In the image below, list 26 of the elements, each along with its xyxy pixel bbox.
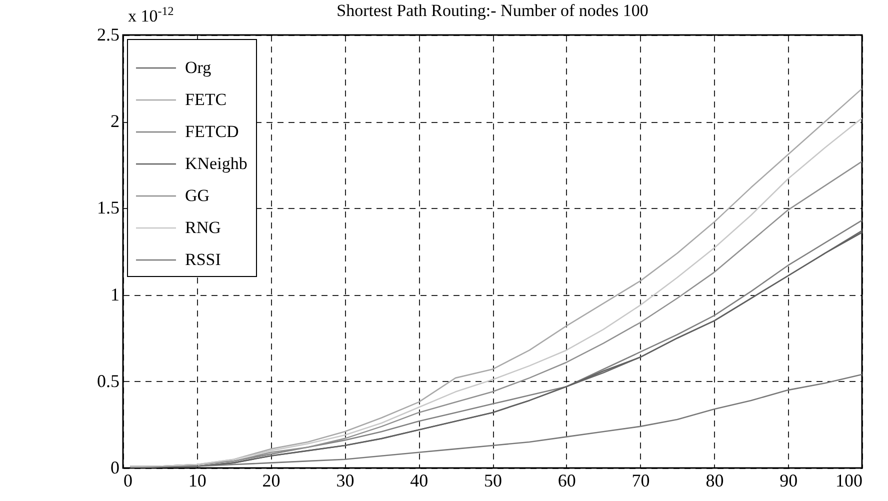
- x-tick-label: 70: [632, 470, 650, 490]
- x-tick-label: 80: [706, 470, 724, 490]
- x-tick-label: 50: [484, 470, 502, 490]
- x-tick-label: 0: [124, 470, 132, 490]
- legend-label: KNeighb: [185, 154, 248, 173]
- x-tick-label: 40: [410, 470, 428, 490]
- x-tick-label: 90: [780, 470, 798, 490]
- x-tick-label: 10: [188, 470, 206, 490]
- legend-label: RNG: [185, 218, 221, 237]
- y-tick-label: 0: [110, 458, 120, 478]
- x-tick-label: 20: [262, 470, 280, 490]
- y-tick-label: 0.5: [97, 370, 120, 391]
- y-tick-label: 2: [110, 111, 120, 132]
- chart-title: Shortest Path Routing:- Number of nodes 100: [336, 1, 648, 20]
- legend-label: GG: [185, 186, 210, 205]
- legend-label: RSSI: [185, 250, 222, 269]
- x-tick-label: 60: [558, 470, 576, 490]
- x-tick-label: 30: [336, 470, 354, 490]
- legend-label: FETCD: [185, 122, 239, 141]
- x-tick-label: 100: [836, 470, 862, 490]
- legend-label: Org: [185, 58, 212, 77]
- y-tick-label: 2.5: [97, 24, 120, 44]
- axis-multiplier-text: x 10$^{-12}$: [128, 4, 174, 27]
- y-tick-label: 1.5: [97, 198, 120, 218]
- legend-label: FETC: [185, 90, 227, 109]
- y-tick-label: 1: [110, 284, 120, 304]
